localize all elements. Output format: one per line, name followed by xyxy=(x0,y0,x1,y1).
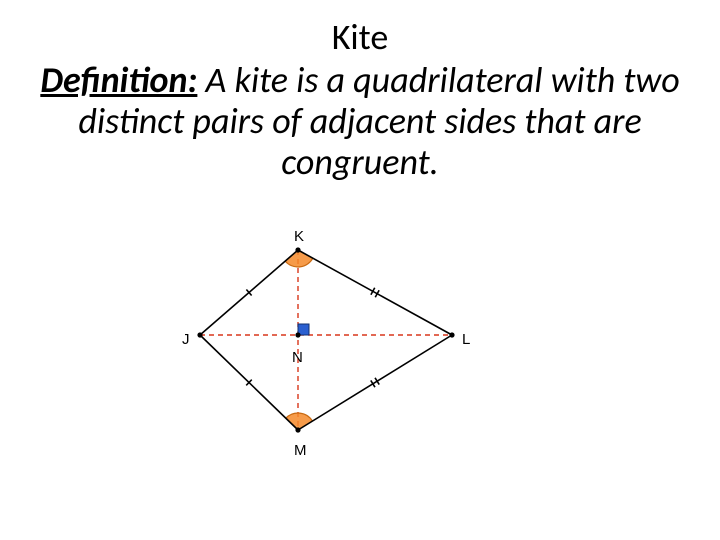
definition-label: Definition: xyxy=(40,58,197,102)
vertex-label-l: L xyxy=(462,331,470,348)
page-title: Kite xyxy=(0,0,720,58)
vertex-label-n: N xyxy=(292,349,303,366)
definition-text: Definition: A kite is a quadrilateral wi… xyxy=(0,60,720,184)
vertex-label-k: K xyxy=(294,228,304,245)
kite-diagram: JKLMN xyxy=(180,225,480,455)
vertex-label-m: M xyxy=(294,442,307,459)
vertex-label-j: J xyxy=(182,331,190,348)
kite-svg xyxy=(180,225,480,455)
